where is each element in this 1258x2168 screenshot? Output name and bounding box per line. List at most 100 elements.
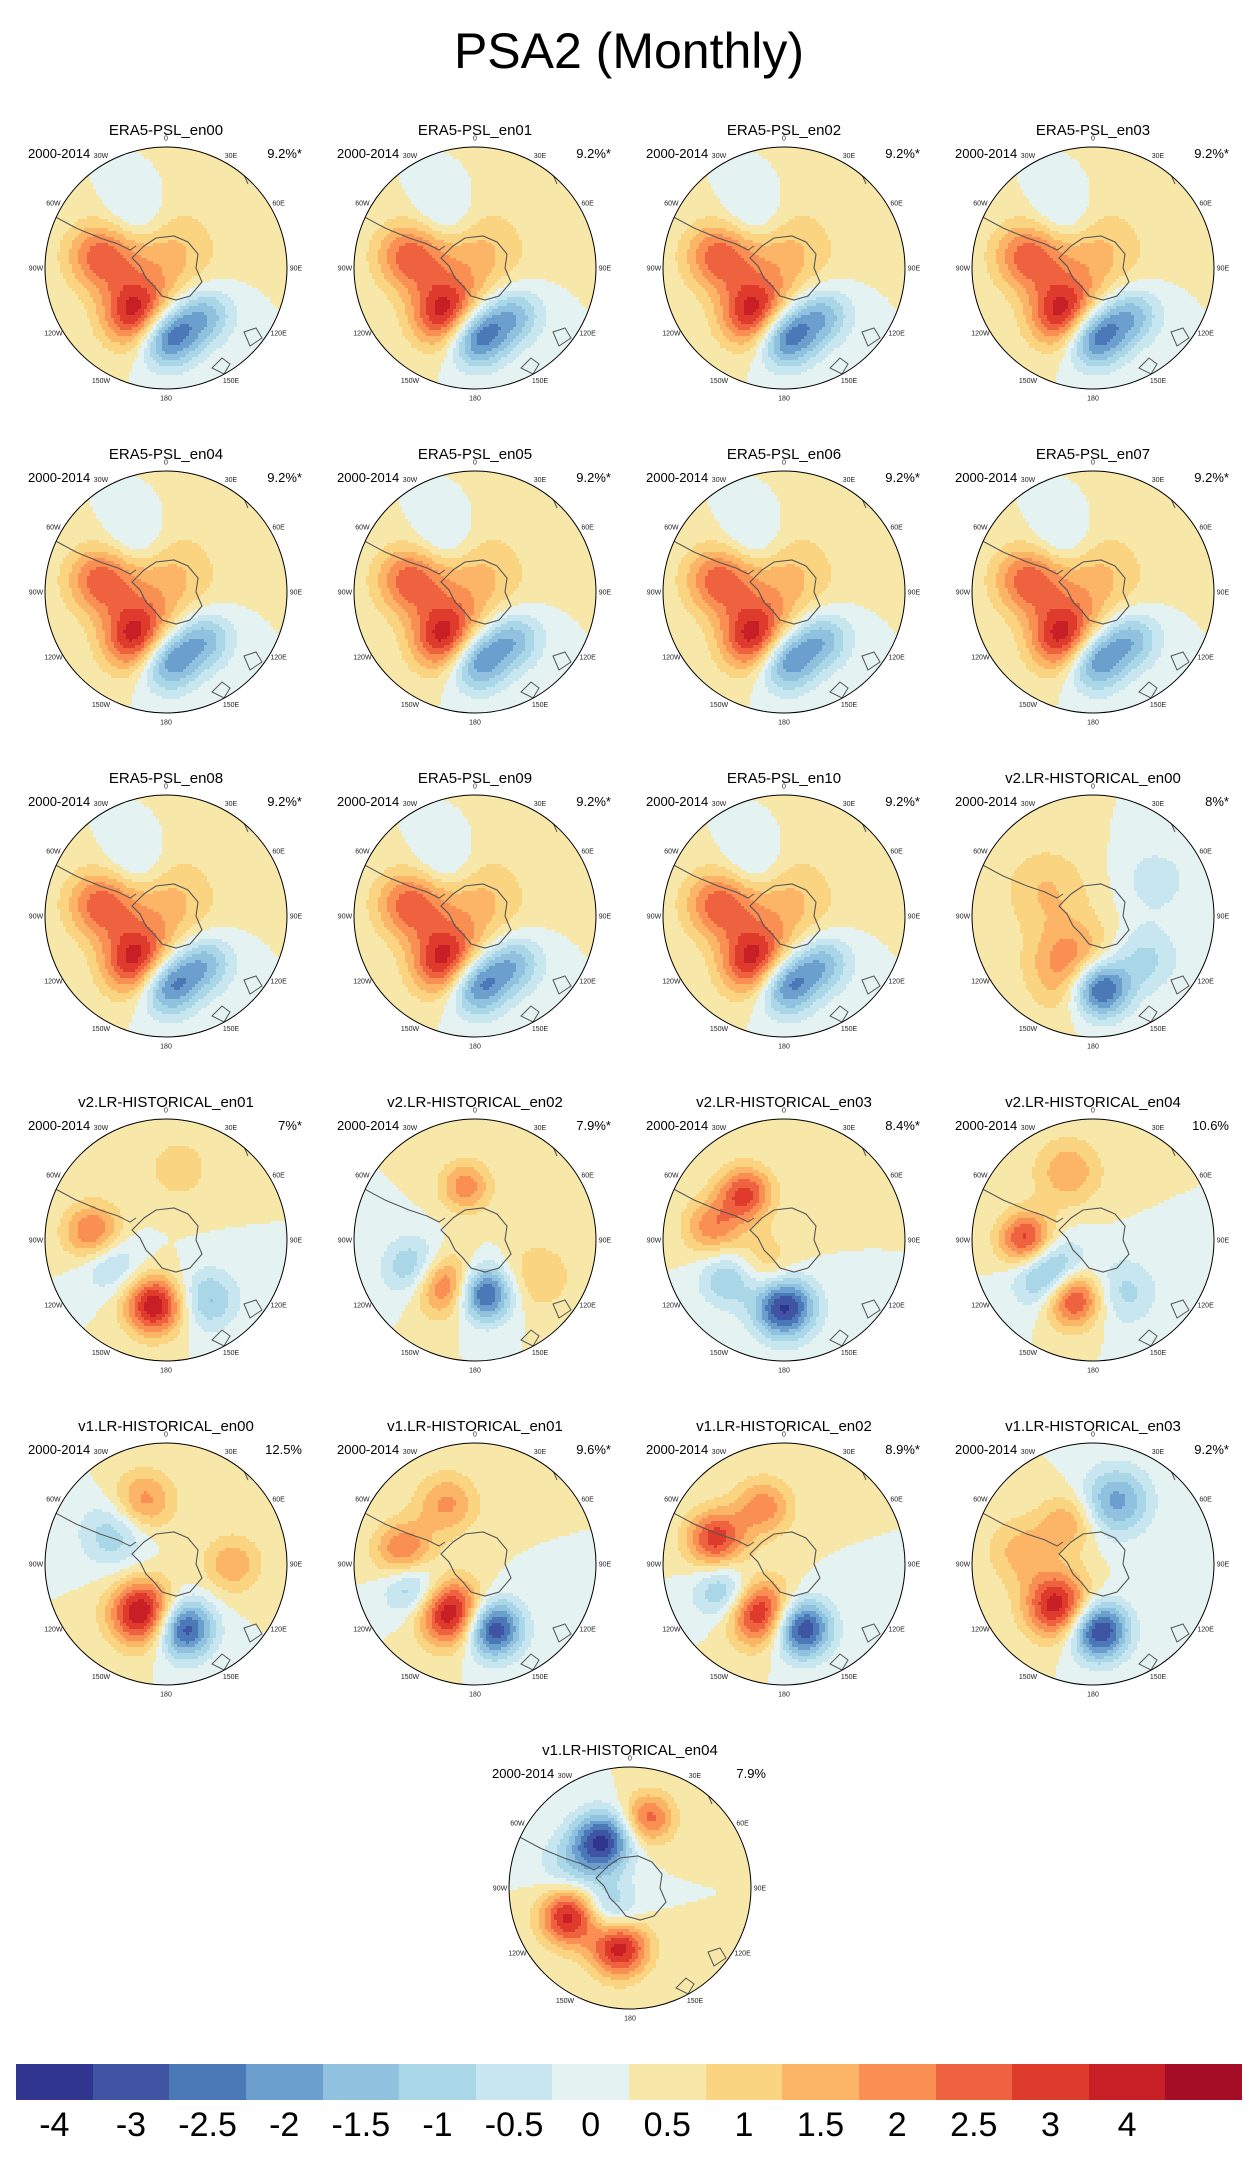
- field-cell: [240, 306, 243, 309]
- field-cell: [135, 156, 138, 159]
- field-cell: [171, 171, 174, 174]
- field-cell: [183, 324, 186, 327]
- field-cell: [171, 240, 174, 243]
- field-cell: [252, 249, 255, 252]
- field-cell: [207, 252, 210, 255]
- field-cell: [135, 354, 138, 357]
- field-cell: [204, 246, 207, 249]
- field-cell: [102, 249, 105, 252]
- field-cell: [255, 273, 258, 276]
- field-cell: [198, 153, 201, 156]
- field-cell: [144, 234, 147, 237]
- field-cell: [111, 162, 114, 165]
- field-cell: [66, 234, 69, 237]
- field-cell: [261, 261, 264, 264]
- field-cell: [270, 306, 273, 309]
- field-cell: [267, 282, 270, 285]
- field-cell: [99, 264, 102, 267]
- field-cell: [207, 246, 210, 249]
- field-cell: [147, 345, 150, 348]
- field-cell: [198, 234, 201, 237]
- field-cell: [126, 303, 129, 306]
- field-cell: [243, 348, 246, 351]
- field-cell: [279, 246, 282, 249]
- field-cell: [162, 288, 165, 291]
- field-cell: [222, 234, 225, 237]
- field-cell: [132, 321, 135, 324]
- field-cell: [237, 354, 240, 357]
- field-cell: [132, 207, 135, 210]
- field-cell: [219, 303, 222, 306]
- field-cell: [228, 276, 231, 279]
- field-cell: [234, 180, 237, 183]
- field-cell: [156, 270, 159, 273]
- field-cell: [156, 225, 159, 228]
- field-cell: [117, 324, 120, 327]
- field-cell: [192, 180, 195, 183]
- field-cell: [111, 312, 114, 315]
- field-cell: [168, 228, 171, 231]
- field-cell: [216, 237, 219, 240]
- field-cell: [225, 174, 228, 177]
- field-cell: [135, 273, 138, 276]
- field-cell: [282, 303, 285, 306]
- field-cell: [264, 270, 267, 273]
- field-cell: [123, 315, 126, 318]
- field-cell: [99, 360, 102, 363]
- panels-grid: 0 30E 60E 90E 120E 150E 180 150W 120W 90W 60W 30W ER…: [0, 0, 1258, 2050]
- field-cell: [165, 207, 168, 210]
- field-cell: [276, 213, 279, 216]
- field-cell: [177, 282, 180, 285]
- field-cell: [261, 267, 264, 270]
- field-cell: [270, 273, 273, 276]
- field-cell: [117, 354, 120, 357]
- field-cell: [117, 165, 120, 168]
- field-cell: [213, 339, 216, 342]
- field-cell: [213, 345, 216, 348]
- field-cell: [186, 279, 189, 282]
- field-cell: [126, 315, 129, 318]
- field-cell: [198, 339, 201, 342]
- field-cell: [198, 315, 201, 318]
- field-cell: [186, 165, 189, 168]
- field-cell: [132, 234, 135, 237]
- field-cell: [144, 150, 147, 153]
- field-cell: [141, 321, 144, 324]
- field-cell: [168, 192, 171, 195]
- field-cell: [147, 219, 150, 222]
- field-cell: [198, 309, 201, 312]
- field-cell: [141, 201, 144, 204]
- field-cell: [195, 333, 198, 336]
- field-cell: [174, 171, 177, 174]
- field-cell: [201, 315, 204, 318]
- field-cell: [48, 279, 51, 282]
- field-cell: [219, 327, 222, 330]
- field-cell: [267, 249, 270, 252]
- field-cell: [240, 237, 243, 240]
- field-cell: [258, 276, 261, 279]
- field-cell: [66, 249, 69, 252]
- field-cell: [210, 192, 213, 195]
- field-cell: [51, 216, 54, 219]
- field-cell: [261, 198, 264, 201]
- field-cell: [222, 330, 225, 333]
- field-cell: [99, 330, 102, 333]
- field-cell: [174, 228, 177, 231]
- field-cell: [246, 279, 249, 282]
- field-cell: [120, 279, 123, 282]
- field-cell: [57, 249, 60, 252]
- field-cell: [81, 300, 84, 303]
- field-cell: [216, 270, 219, 273]
- field-cell: [183, 186, 186, 189]
- field-cell: [258, 300, 261, 303]
- field-cell: [243, 171, 246, 174]
- field-cell: [252, 237, 255, 240]
- field-cell: [111, 270, 114, 273]
- field-cell: [132, 336, 135, 339]
- field-cell: [81, 219, 84, 222]
- field-cell: [222, 264, 225, 267]
- field-cell: [168, 312, 171, 315]
- field-cell: [189, 183, 192, 186]
- field-cell: [147, 333, 150, 336]
- field-cell: [186, 153, 189, 156]
